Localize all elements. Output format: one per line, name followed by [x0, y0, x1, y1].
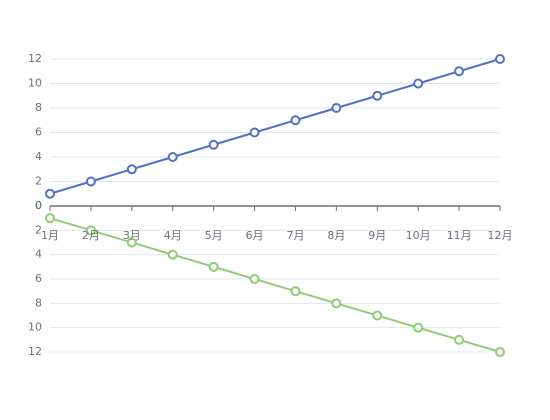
data-point: [331, 103, 342, 113]
y-tick-label: 2: [35, 223, 42, 236]
data-point: [413, 322, 424, 333]
y-tick-label: 2: [35, 175, 42, 188]
data-point: [372, 90, 383, 101]
x-tick-label: 7月: [286, 229, 304, 242]
data-point: [454, 334, 465, 345]
x-tick-label: 5月: [205, 229, 223, 242]
x-tick-label: 9月: [368, 229, 386, 242]
data-point: [454, 66, 465, 77]
data-point: [126, 164, 137, 175]
y-tick-label: 12: [28, 345, 42, 358]
grid-layer: [49, 58, 501, 353]
y-tick-label: 0: [35, 199, 42, 212]
x-tick-label: 3月: [123, 229, 141, 242]
data-point: [126, 237, 137, 248]
data-point: [331, 298, 342, 309]
data-point: [45, 213, 55, 224]
data-point: [290, 115, 301, 126]
data-point: [45, 188, 55, 199]
x-tick-label: 11月: [447, 229, 472, 242]
y-tick-label: 6: [35, 272, 42, 285]
x-tick-label: 2月: [82, 229, 100, 242]
data-point: [249, 127, 260, 138]
data-point: [167, 249, 178, 260]
y-tick-label: 6: [35, 126, 42, 139]
y-tick-label: 0: [35, 199, 42, 212]
data-point: [495, 347, 505, 357]
x-tick-label: 1月: [41, 229, 59, 242]
data-point: [167, 152, 178, 162]
y-tick-label: 10: [28, 321, 42, 334]
data-point: [290, 286, 301, 297]
data-point: [495, 54, 505, 64]
series-line: [49, 58, 501, 195]
y-tick-label: 10: [28, 77, 42, 90]
data-point: [85, 225, 96, 236]
y-tick-label: 8: [35, 296, 42, 309]
x-tick-label: 10月: [406, 229, 431, 242]
data-point: [208, 139, 219, 150]
series-line: [49, 217, 501, 353]
y-tick-label: 4: [35, 248, 42, 261]
data-point: [249, 274, 260, 284]
data-point: [413, 78, 424, 89]
line-layer: [45, 54, 505, 357]
y-tick-label: 12: [28, 52, 42, 65]
x-tick-label: 4月: [164, 229, 182, 242]
x-tick-label: 6月: [246, 229, 264, 242]
data-point: [208, 261, 219, 272]
x-tick-label: 12月: [488, 229, 513, 242]
data-point: [85, 176, 96, 187]
y-tick-label: 4: [35, 150, 42, 163]
data-point: [372, 310, 383, 321]
x-tick-label: 8月: [327, 229, 345, 242]
y-tick-label: 8: [35, 101, 42, 114]
